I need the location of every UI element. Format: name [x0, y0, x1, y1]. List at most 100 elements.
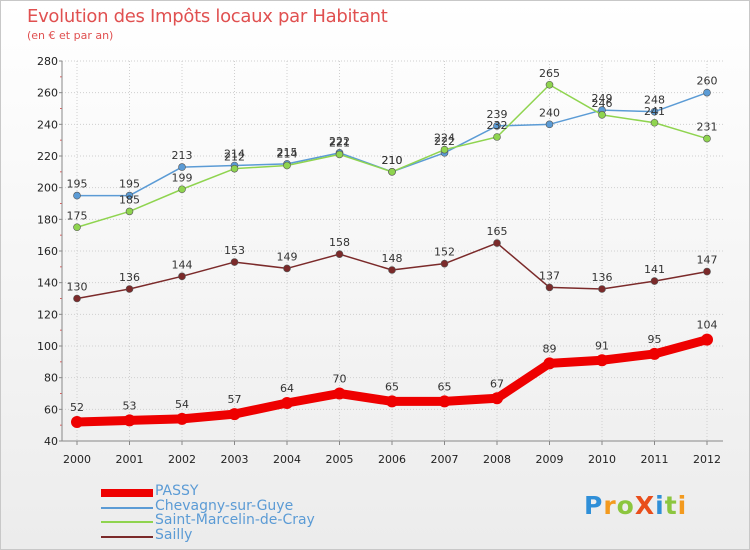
- data-label-passy: 70: [333, 373, 347, 386]
- y-tick-label: 260: [37, 87, 58, 100]
- data-label-sailly: 136: [119, 271, 140, 284]
- data-label-sailly: 137: [539, 269, 560, 282]
- data-point-chevagny-sur-guye: [73, 191, 81, 200]
- data-label-saint-marcelin-de-cray: 175: [67, 209, 88, 222]
- data-label-saint-marcelin-de-cray: 246: [592, 97, 613, 110]
- data-label-passy: 65: [385, 380, 399, 393]
- data-point-sailly: [335, 250, 344, 258]
- x-tick-label: 2010: [588, 453, 616, 466]
- data-point-saint-marcelin-de-cray: [388, 168, 396, 176]
- data-label-passy: 54: [175, 398, 189, 411]
- legend-label-saint-marcelin: Saint-Marcelin-de-Cray: [155, 512, 315, 528]
- data-label-passy: 64: [280, 382, 294, 395]
- x-tick-label: 2011: [641, 453, 669, 466]
- logo-letter: t: [664, 491, 678, 520]
- logo-letter: i: [677, 491, 688, 520]
- x-tick-label: 2009: [536, 453, 564, 466]
- data-point-saint-marcelin-de-cray: [125, 207, 134, 216]
- data-point-sailly: [545, 283, 554, 292]
- logo-letter: o: [616, 491, 635, 520]
- y-tick-label: 60: [44, 403, 58, 416]
- y-tick-label: 280: [37, 55, 58, 68]
- data-point-passy: [281, 397, 293, 409]
- x-tick-label: 2005: [326, 453, 354, 466]
- x-tick-label: 2001: [116, 453, 144, 466]
- data-label-sailly: 136: [592, 271, 613, 284]
- data-label-chevagny-sur-guye: 215: [277, 146, 298, 159]
- proxiti-logo: ProXiti: [584, 491, 687, 520]
- data-label-passy: 57: [228, 393, 242, 406]
- data-point-saint-marcelin-de-cray: [178, 185, 186, 194]
- data-point-saint-marcelin-de-cray: [598, 111, 606, 119]
- data-label-saint-marcelin-de-cray: 265: [539, 67, 560, 80]
- data-label-chevagny-sur-guye: 210: [382, 154, 403, 167]
- x-tick-label: 2007: [431, 453, 459, 466]
- y-tick-label: 40: [44, 435, 58, 448]
- data-label-chevagny-sur-guye: 249: [592, 92, 613, 105]
- data-point-passy: [71, 416, 83, 428]
- data-point-sailly: [388, 266, 396, 274]
- data-label-sailly: 148: [382, 252, 403, 265]
- data-label-saint-marcelin-de-cray: 232: [487, 119, 508, 132]
- x-tick-label: 2006: [378, 453, 406, 466]
- x-tick-label: 2008: [483, 453, 511, 466]
- data-label-passy: 95: [648, 333, 662, 346]
- data-point-chevagny-sur-guye: [125, 191, 134, 200]
- x-tick-label: 2004: [273, 453, 301, 466]
- data-point-saint-marcelin-de-cray: [230, 164, 239, 173]
- legend-swatch-passy: [101, 489, 153, 497]
- data-label-saint-marcelin-de-cray: 241: [644, 105, 665, 118]
- data-point-chevagny-sur-guye: [650, 107, 659, 116]
- data-point-saint-marcelin-de-cray: [545, 80, 554, 89]
- data-label-saint-marcelin-de-cray: 224: [434, 132, 455, 145]
- data-label-passy: 91: [595, 339, 609, 352]
- data-label-chevagny-sur-guye: 214: [224, 148, 245, 161]
- data-point-passy: [123, 414, 136, 427]
- data-point-passy: [176, 412, 188, 425]
- legend-label-chevagny: Chevagny-sur-Guye: [155, 497, 294, 514]
- x-tick-label: 2003: [221, 453, 249, 466]
- data-point-chevagny-sur-guye: [178, 163, 186, 171]
- data-label-sailly: 153: [224, 244, 245, 257]
- data-point-sailly: [703, 267, 711, 276]
- data-label-sailly: 141: [644, 263, 665, 276]
- legend-swatch-saint-marcelin: [101, 521, 153, 523]
- data-point-saint-marcelin-de-cray: [440, 145, 449, 154]
- data-point-sailly: [440, 259, 449, 268]
- y-tick-label: 200: [37, 182, 58, 195]
- data-point-sailly: [598, 285, 606, 293]
- data-point-sailly: [73, 294, 81, 303]
- logo-letter: i: [655, 491, 665, 520]
- y-tick-label: 120: [37, 308, 58, 321]
- data-point-passy: [701, 333, 713, 346]
- data-point-passy: [228, 408, 241, 421]
- data-point-saint-marcelin-de-cray: [283, 161, 291, 170]
- data-point-chevagny-sur-guye: [703, 88, 711, 97]
- data-point-saint-marcelin-de-cray: [650, 118, 659, 127]
- legend-swatch-chevagny: [101, 506, 153, 509]
- data-point-passy: [648, 347, 661, 360]
- data-label-sailly: 147: [697, 254, 718, 267]
- legend-swatch-sailly: [101, 535, 153, 538]
- data-label-chevagny-sur-guye: 248: [644, 94, 665, 107]
- data-point-passy: [491, 392, 503, 405]
- data-point-passy: [438, 395, 451, 408]
- data-label-saint-marcelin-de-cray: 199: [172, 171, 193, 184]
- data-label-chevagny-sur-guye: 240: [539, 106, 560, 119]
- data-point-saint-marcelin-de-cray: [335, 150, 344, 159]
- data-label-sailly: 149: [277, 250, 298, 263]
- data-label-saint-marcelin-de-cray: 214: [277, 148, 298, 161]
- y-tick-label: 80: [44, 372, 58, 385]
- data-point-saint-marcelin-de-cray: [73, 223, 81, 232]
- data-label-sailly: 130: [67, 281, 88, 294]
- data-label-passy: 52: [70, 401, 84, 414]
- data-label-chevagny-sur-guye: 222: [434, 135, 455, 148]
- data-point-sailly: [178, 272, 186, 281]
- logo-letter: P: [584, 491, 604, 520]
- data-label-saint-marcelin-de-cray: 221: [329, 136, 350, 149]
- data-label-chevagny-sur-guye: 239: [487, 108, 508, 121]
- data-point-sailly: [125, 285, 134, 293]
- data-point-passy: [543, 357, 556, 370]
- data-point-sailly: [283, 264, 291, 273]
